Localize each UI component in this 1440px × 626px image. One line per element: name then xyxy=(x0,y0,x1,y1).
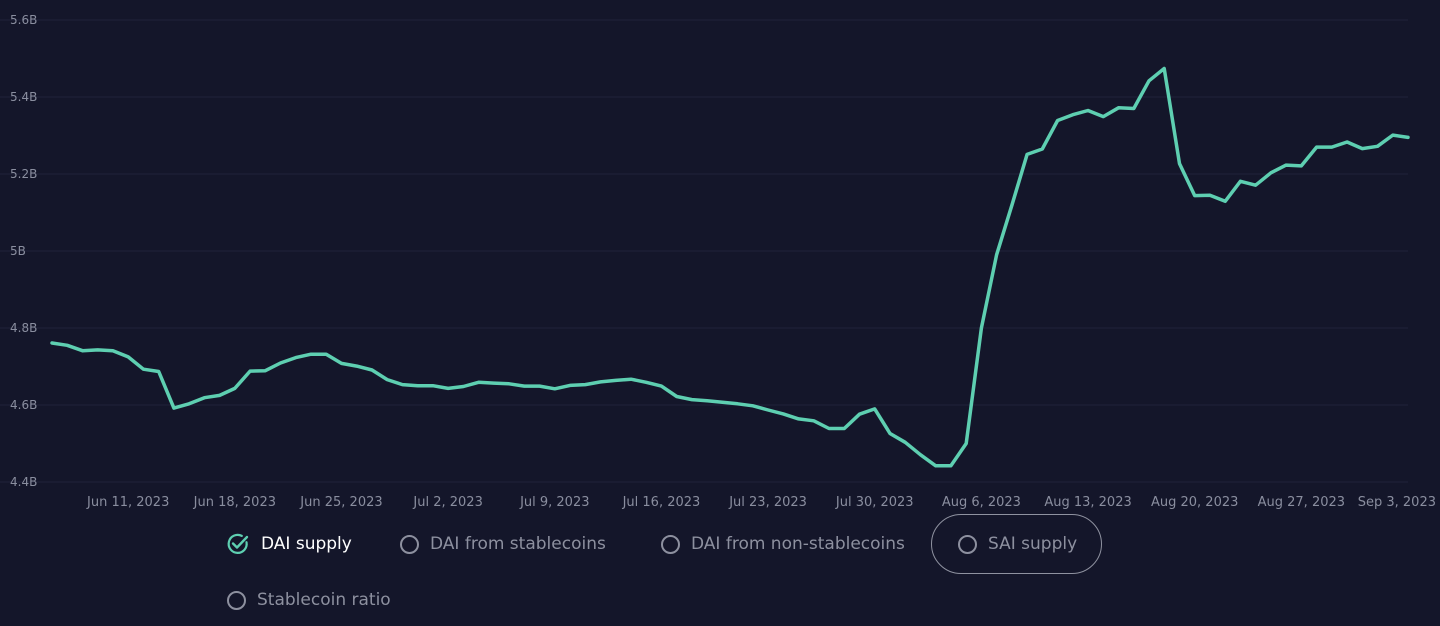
x-tick-label: Jul 2, 2023 xyxy=(412,495,482,510)
x-axis-ticks: Jun 11, 2023 Jun 18, 2023 Jun 25, 2023 Jul … xyxy=(86,495,1436,510)
x-tick-label: Aug 6, 2023 xyxy=(942,495,1021,510)
legend-label: Stablecoin ratio xyxy=(257,590,391,610)
grid-lines xyxy=(0,19,1408,483)
x-tick-label: Jul 23, 2023 xyxy=(728,495,807,510)
series-layer xyxy=(50,66,1410,468)
y-tick-label: 5.6B xyxy=(10,13,37,27)
y-tick-label: 5.2B xyxy=(10,167,37,181)
y-tick-label: 4.4B xyxy=(10,475,37,489)
x-tick-label: Jun 11, 2023 xyxy=(86,495,169,510)
y-axis-ticks: 4.4B 4.6B 4.8B 5B 5.2B 5.4B 5.6B xyxy=(10,13,37,489)
legend-item-dai-supply[interactable]: DAI supply xyxy=(226,531,352,557)
series-line-dai-supply[interactable] xyxy=(50,66,1410,468)
legend-item-dai-from-non-stablecoins[interactable]: DAI from non-stablecoins xyxy=(661,531,905,557)
legend-label: SAI supply xyxy=(988,534,1078,554)
legend-item-sai-supply[interactable]: SAI supply xyxy=(931,514,1103,574)
check-circle-icon xyxy=(227,533,249,554)
circle-icon xyxy=(227,590,246,610)
x-tick-label: Aug 27, 2023 xyxy=(1258,495,1345,510)
circle-icon xyxy=(958,534,977,554)
x-tick-label: Jun 25, 2023 xyxy=(299,495,382,510)
x-tick-label: Aug 20, 2023 xyxy=(1151,495,1238,510)
x-tick-label: Jun 18, 2023 xyxy=(193,495,276,510)
legend-label: DAI from stablecoins xyxy=(430,534,606,554)
x-tick-label: Jul 16, 2023 xyxy=(622,495,701,510)
circle-icon xyxy=(661,534,680,554)
x-tick-label: Jul 30, 2023 xyxy=(835,495,914,510)
y-tick-label: 5.4B xyxy=(10,90,37,104)
y-tick-label: 4.6B xyxy=(10,398,37,412)
legend-item-dai-from-stablecoins[interactable]: DAI from stablecoins xyxy=(400,531,606,557)
legend-label: DAI supply xyxy=(261,534,352,554)
x-tick-label: Sep 3, 2023 xyxy=(1358,495,1436,510)
y-tick-label: 4.8B xyxy=(10,321,37,335)
legend-label: DAI from non-stablecoins xyxy=(691,534,905,554)
x-tick-label: Aug 13, 2023 xyxy=(1044,495,1131,510)
legend-item-stablecoin-ratio[interactable]: Stablecoin ratio xyxy=(227,587,391,613)
y-tick-label: 5B xyxy=(10,244,26,258)
circle-icon xyxy=(400,534,419,554)
x-tick-label: Jul 9, 2023 xyxy=(519,495,589,510)
